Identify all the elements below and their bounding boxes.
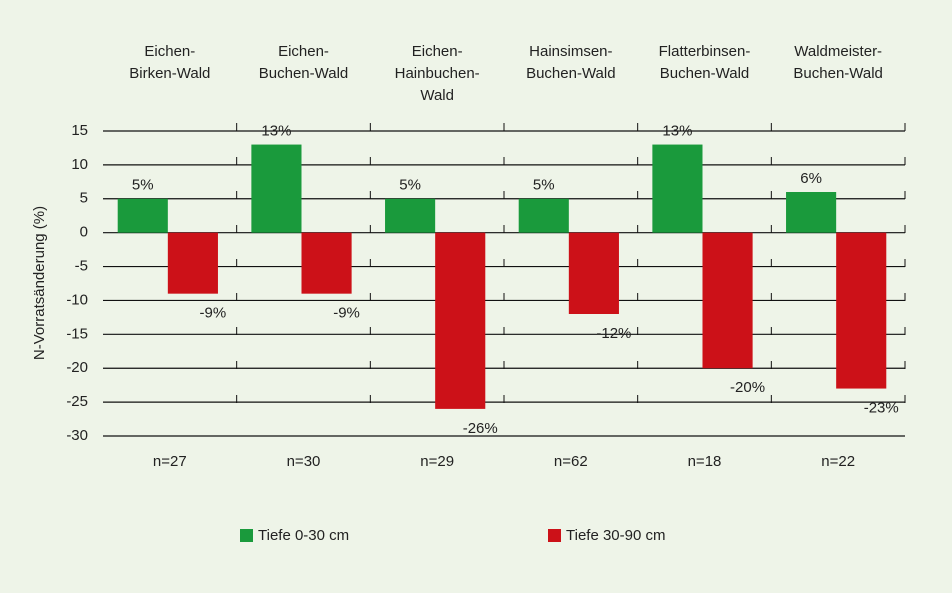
value-label: -12% xyxy=(596,325,631,342)
category-label: Eichen- xyxy=(278,43,329,60)
category-label: Hainbuchen- xyxy=(395,65,480,82)
value-label: -9% xyxy=(333,305,360,322)
bar xyxy=(301,232,352,294)
value-label: 13% xyxy=(662,123,692,140)
category-label: Waldmeister- xyxy=(794,43,882,60)
sample-size: n=62 xyxy=(554,453,588,470)
value-label: -26% xyxy=(463,420,498,437)
bar xyxy=(786,192,837,233)
bar xyxy=(568,232,619,314)
legend-label: Tiefe 0-30 cm xyxy=(258,527,349,544)
category-label: Buchen-Wald xyxy=(660,65,750,82)
value-label: -9% xyxy=(200,305,227,322)
bar xyxy=(117,198,168,233)
y-tick-label: 10 xyxy=(71,156,88,173)
category-label: Hainsimsen- xyxy=(529,43,612,60)
legend-label: Tiefe 30-90 cm xyxy=(566,527,666,544)
bar xyxy=(251,144,302,233)
category-label: Flatterbinsen- xyxy=(659,43,751,60)
bar xyxy=(435,232,486,409)
bar xyxy=(385,198,436,233)
category-label: Birken-Wald xyxy=(129,65,210,82)
bar xyxy=(652,144,703,233)
bar xyxy=(702,232,753,369)
y-tick-label: 5 xyxy=(80,190,88,207)
y-axis-label: N-Vorratsänderung (%) xyxy=(31,206,48,360)
value-label: 5% xyxy=(132,177,154,194)
category-label: Buchen-Wald xyxy=(259,65,349,82)
y-tick-label: 15 xyxy=(71,122,88,139)
sample-size: n=18 xyxy=(688,453,722,470)
value-label: -20% xyxy=(730,379,765,396)
value-label: 5% xyxy=(399,177,421,194)
y-tick-label: -15 xyxy=(66,325,88,342)
category-label: Eichen- xyxy=(412,43,463,60)
legend-swatch xyxy=(240,529,253,542)
sample-size: n=29 xyxy=(420,453,454,470)
legend-swatch xyxy=(548,529,561,542)
bar xyxy=(836,232,887,389)
category-label: Eichen- xyxy=(144,43,195,60)
bar xyxy=(167,232,218,294)
value-label: 13% xyxy=(261,123,291,140)
value-label: 6% xyxy=(800,170,822,187)
category-label: Wald xyxy=(420,87,454,104)
y-tick-label: -30 xyxy=(66,427,88,444)
y-tick-label: -20 xyxy=(66,359,88,376)
sample-size: n=27 xyxy=(153,453,187,470)
value-label: 5% xyxy=(533,177,555,194)
sample-size: n=30 xyxy=(287,453,321,470)
y-tick-label: -5 xyxy=(75,258,88,275)
category-label: Buchen-Wald xyxy=(526,65,616,82)
sample-size: n=22 xyxy=(821,453,855,470)
y-tick-label: -10 xyxy=(66,291,88,308)
bar xyxy=(518,198,569,233)
value-label: -23% xyxy=(864,400,899,417)
y-tick-label: -25 xyxy=(66,393,88,410)
y-tick-label: 0 xyxy=(80,224,88,241)
category-label: Buchen-Wald xyxy=(793,65,883,82)
